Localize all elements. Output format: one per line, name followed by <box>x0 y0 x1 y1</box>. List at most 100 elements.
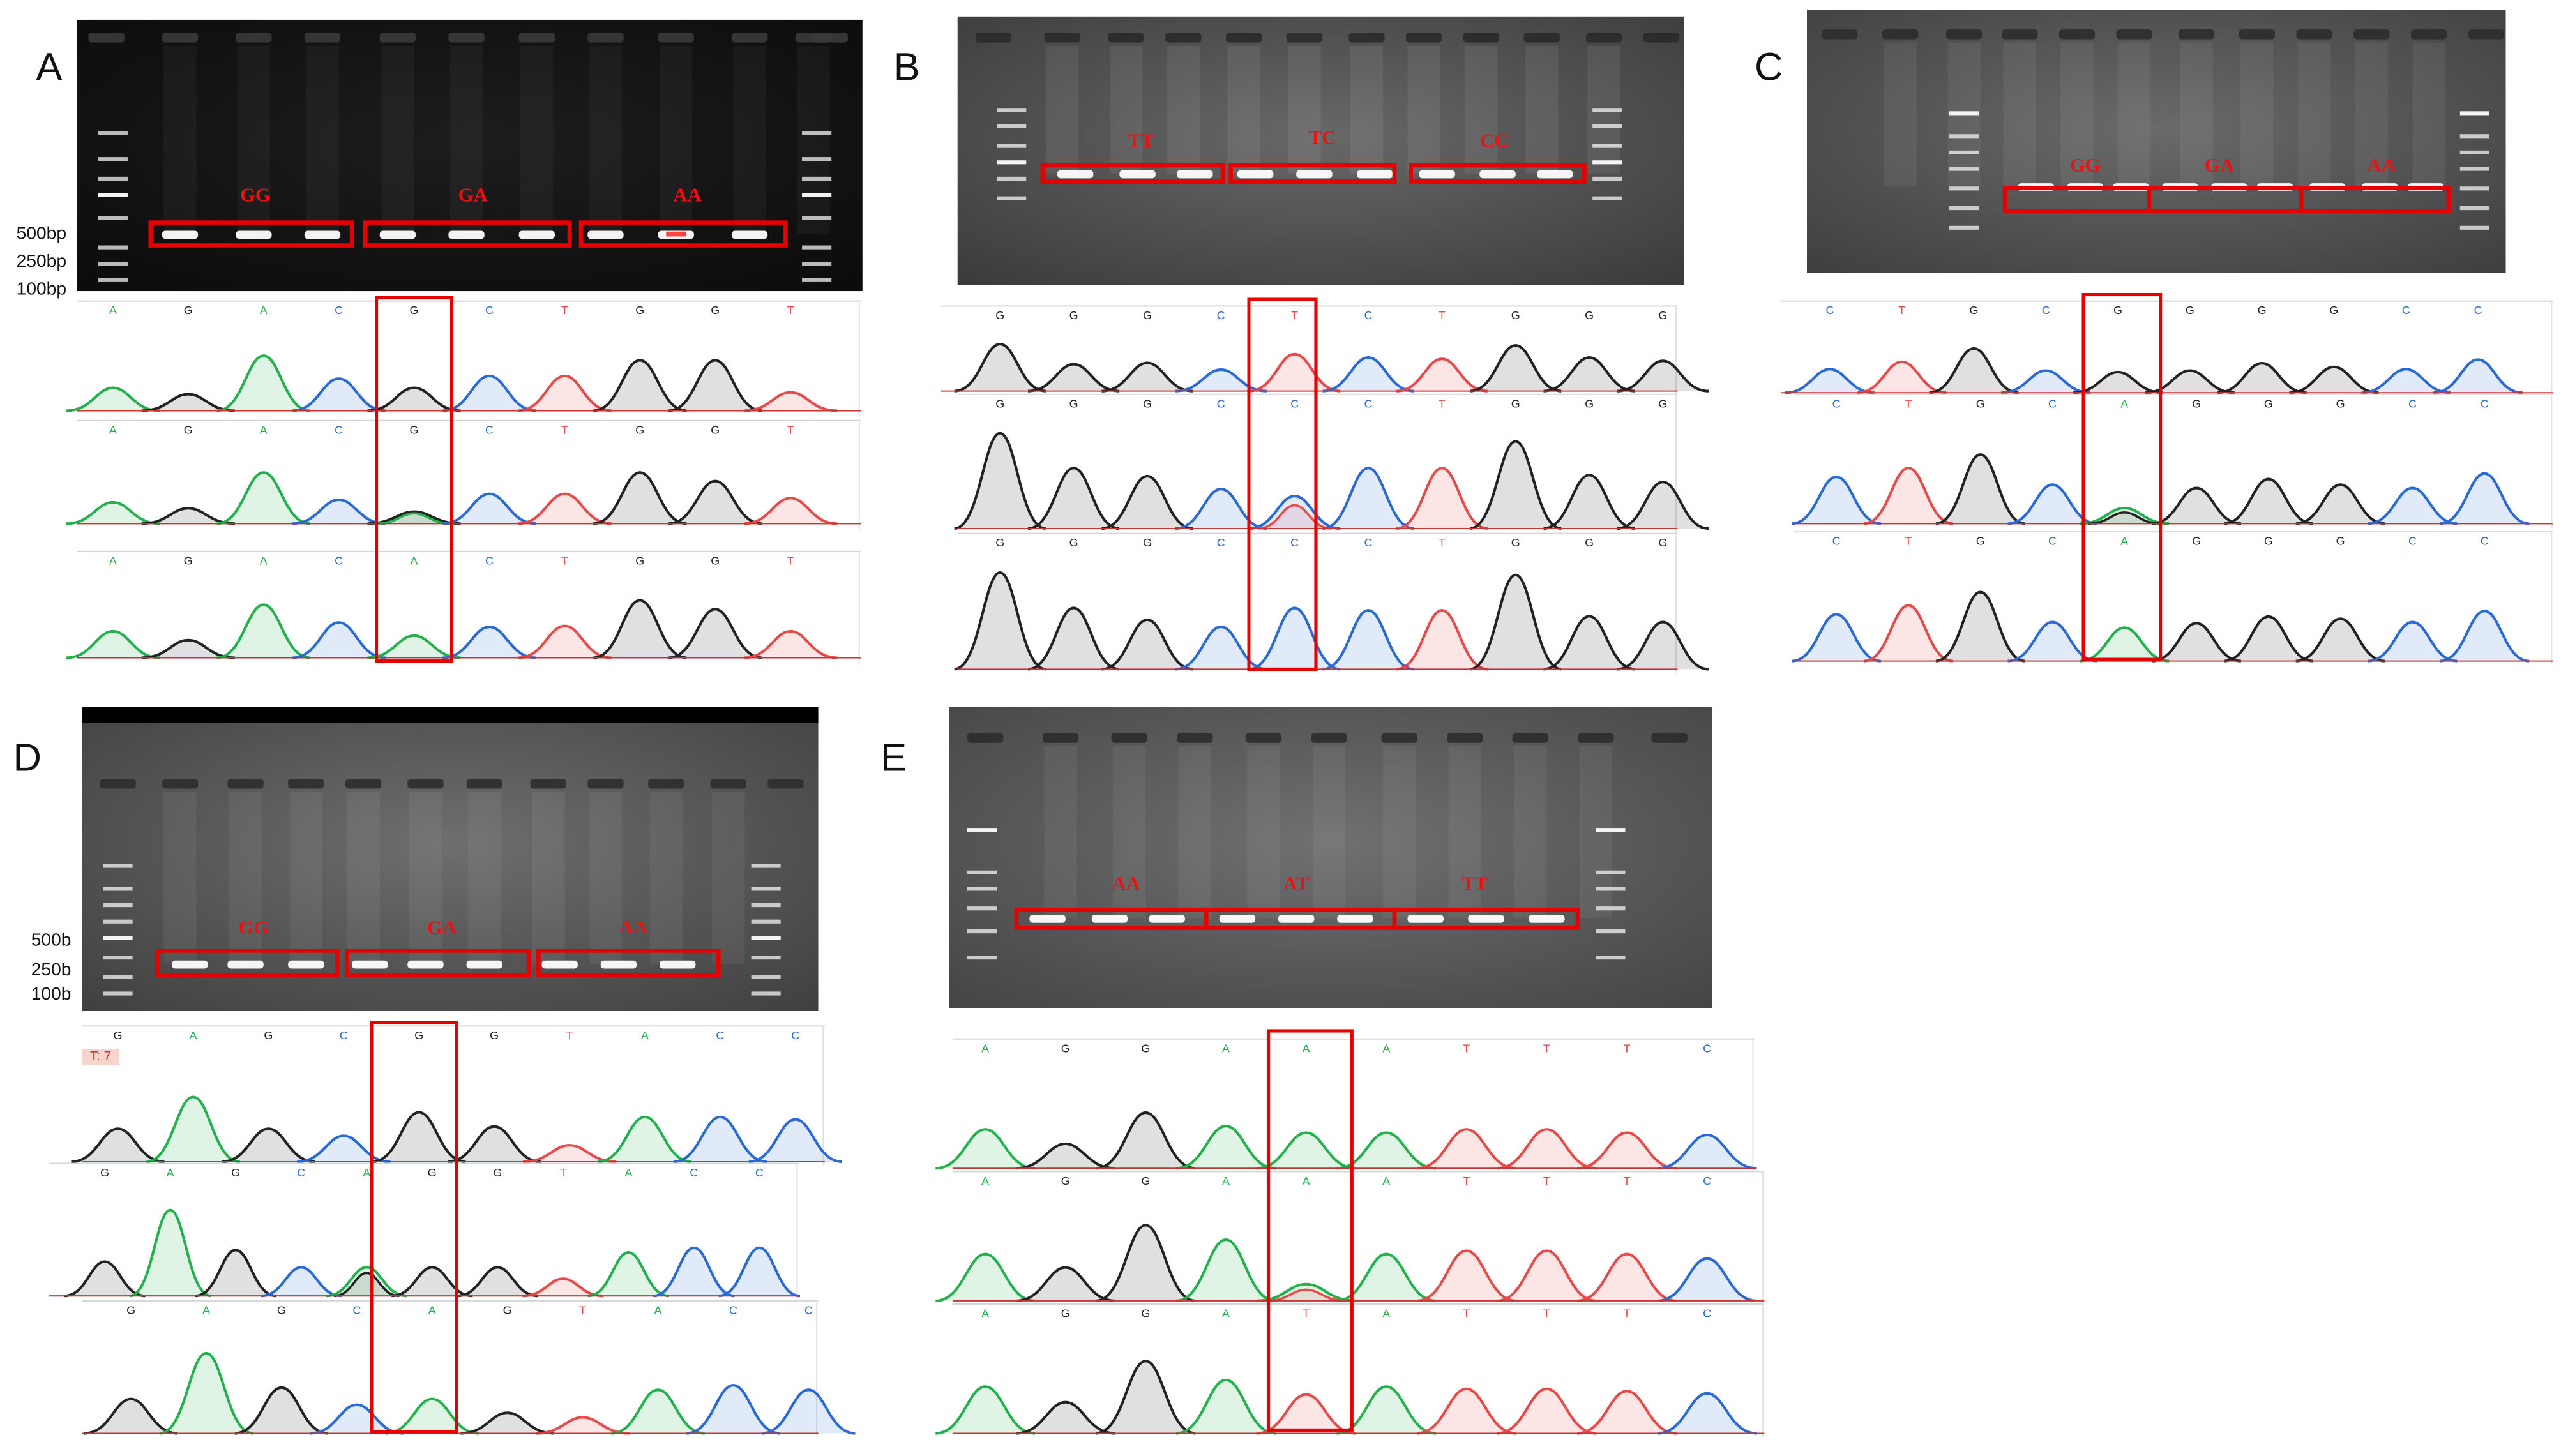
base-call-label: G <box>1141 1175 1150 1187</box>
panel-letter-c: C <box>1754 45 1783 90</box>
chromatogram-peak <box>367 634 461 659</box>
genotype-label-d-1: GG <box>238 916 269 940</box>
base-call-label: G <box>1069 397 1078 410</box>
base-call-label: A <box>1382 1042 1390 1054</box>
chromatogram-peak <box>216 603 311 659</box>
base-call-label: G <box>493 1166 502 1179</box>
base-call-label: G <box>995 536 1004 549</box>
base-call-label: T <box>1463 1175 1470 1187</box>
base-call-label: C <box>2048 535 2057 548</box>
base-call-label: G <box>2329 304 2338 317</box>
base-call-label: G <box>1061 1042 1070 1054</box>
chromatogram-peak <box>653 1246 735 1298</box>
base-call-label: G <box>2186 304 2194 317</box>
chromatogram-peak <box>2073 370 2163 394</box>
base-call-label: G <box>2336 397 2345 410</box>
base-call-label: G <box>414 1029 423 1042</box>
base-call-label: C <box>1703 1307 1711 1320</box>
base-call-label: G <box>995 397 1004 410</box>
chromatogram-peak <box>1096 1224 1196 1302</box>
base-call-label: A <box>411 554 418 567</box>
base-call-label: A <box>189 1029 197 1042</box>
chromatogram-peak <box>234 1386 329 1435</box>
base-call-label: G <box>410 423 419 436</box>
chromatogram-peak <box>748 1118 843 1164</box>
chromatogram-peak <box>141 393 235 412</box>
base-call-label: A <box>109 423 117 436</box>
base-call-label: C <box>2042 304 2050 317</box>
chromatogram-peak <box>2007 620 2097 663</box>
base-call-label: C <box>690 1166 698 1179</box>
chromatogram-peak <box>587 1250 670 1298</box>
base-call-label: G <box>1585 309 1594 322</box>
chromatogram-peak <box>1396 609 1488 671</box>
base-call-label: C <box>2402 304 2410 317</box>
base-call-label: A <box>260 554 268 567</box>
chromatogram-peak <box>1929 347 2019 394</box>
chromatogram-peak <box>1015 1142 1115 1170</box>
base-call-label: G <box>2258 304 2267 317</box>
chromatogram-peak <box>1027 363 1120 393</box>
chromatogram-peak <box>2151 486 2242 525</box>
chromatogram-peak <box>141 507 235 525</box>
base-call-label: A <box>260 423 268 436</box>
chromatogram-peak <box>66 500 160 525</box>
chromatogram-peak <box>1416 1128 1516 1170</box>
chromatogram-peak <box>673 1115 767 1164</box>
base-call-label: G <box>410 304 419 317</box>
chromatogram-peak <box>593 599 687 659</box>
chromatogram-peak <box>141 638 235 659</box>
base-call-label: C <box>729 1303 737 1316</box>
chromatogram-peak <box>611 1388 705 1435</box>
base-call-label: A <box>624 1166 632 1179</box>
chromatogram-peak <box>2007 483 2097 525</box>
chromatogram-peak <box>460 1411 554 1435</box>
genotype-label-b-1: TT <box>1128 129 1154 153</box>
snp-highlight-box-b <box>1247 297 1318 671</box>
chromatogram-peak <box>1416 1249 1516 1302</box>
base-call-label: T <box>1439 397 1446 410</box>
base-call-label: A <box>167 1166 174 1179</box>
snp-highlight-box-a <box>375 296 454 663</box>
base-call-label: T <box>1303 1307 1310 1320</box>
base-call-label: T <box>1624 1042 1631 1054</box>
chromatogram-secondary-peak <box>1265 1288 1347 1302</box>
chromatogram-peak <box>1935 453 2025 525</box>
chromatogram-peak <box>668 608 762 659</box>
genotype-label-c-2: GA <box>2204 153 2235 177</box>
chromatogram-peak <box>954 432 1046 530</box>
chromatogram-peak <box>447 1125 541 1164</box>
base-call-label: A <box>363 1166 370 1179</box>
base-call-label: A <box>981 1042 989 1054</box>
chromatogram-peak <box>457 1266 538 1298</box>
base-call-label: C <box>1217 309 1225 322</box>
chromatogram-peak <box>1101 361 1193 393</box>
chromatogram-peak <box>1576 1252 1677 1302</box>
base-call-label: C <box>335 423 343 436</box>
gel-image-c <box>1806 10 2506 274</box>
chromatogram-peak <box>1096 1360 1196 1435</box>
chromatogram-peak <box>2152 622 2242 663</box>
chromatogram-secondary-peak <box>2088 511 2161 525</box>
base-call-label: G <box>184 423 193 436</box>
base-call-label: G <box>1141 1307 1150 1320</box>
chromatogram-peak <box>1175 1124 1276 1170</box>
base-call-label: G <box>490 1029 499 1042</box>
base-call-label: C <box>791 1029 799 1042</box>
gel-image-d <box>82 707 819 1012</box>
chromatogram-peak <box>1322 467 1414 530</box>
chromatogram-peak <box>668 479 762 525</box>
base-call-label: T <box>561 304 568 317</box>
base-call-label: G <box>184 554 193 567</box>
chromatogram-peak <box>1657 1392 1757 1435</box>
panel-letter-e: E <box>880 736 907 781</box>
panel-letter-b: B <box>893 45 920 90</box>
base-call-label: A <box>1382 1175 1390 1187</box>
base-call-label: C <box>2408 535 2417 548</box>
base-call-label: G <box>1585 397 1594 410</box>
